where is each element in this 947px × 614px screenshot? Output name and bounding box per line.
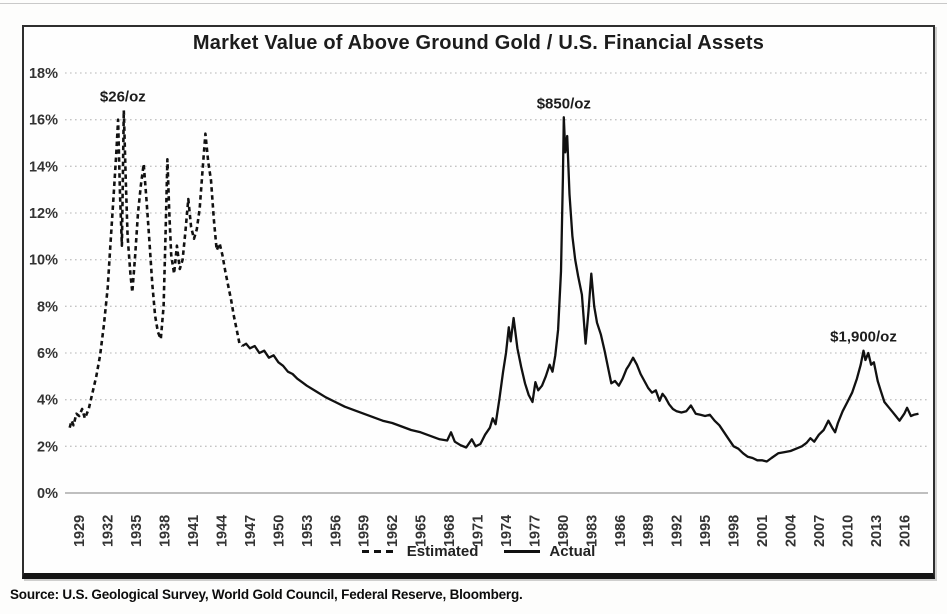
- y-tick-label: 18%: [29, 66, 58, 82]
- annotation-label: $26/oz: [100, 88, 146, 105]
- x-tick-label: 1956: [328, 515, 344, 547]
- x-tick-label: 2001: [755, 515, 771, 547]
- chart-frame: [22, 25, 935, 579]
- x-tick-label: 1941: [186, 515, 202, 547]
- legend: Estimated Actual: [22, 543, 935, 560]
- legend-item-estimated: Estimated: [361, 543, 479, 560]
- y-tick-label: 8%: [37, 299, 58, 315]
- x-tick-label: 1953: [300, 515, 316, 547]
- y-tick-label: 6%: [37, 346, 58, 362]
- x-tick-label: 1995: [698, 515, 714, 547]
- x-tick-label: 1977: [527, 515, 543, 547]
- x-tick-label: 1935: [129, 515, 145, 547]
- chart-title: Market Value of Above Ground Gold / U.S.…: [192, 32, 765, 54]
- legend-item-actual: Actual: [504, 543, 595, 560]
- x-tick-label: 2013: [869, 515, 885, 547]
- x-tick-label: 1965: [414, 515, 430, 547]
- x-tick-label: 1932: [101, 515, 117, 547]
- solid-line-sample-icon: [504, 550, 541, 553]
- x-tick-label: 1986: [613, 515, 629, 547]
- dashed-line-sample-icon: [361, 550, 398, 553]
- y-tick-label: 10%: [29, 253, 58, 269]
- x-tick-label: 1959: [357, 515, 373, 547]
- annotation-label: $850/oz: [537, 95, 591, 112]
- x-tick-label: 2004: [783, 515, 799, 547]
- top-divider: [0, 3, 947, 4]
- y-tick-label: 2%: [37, 439, 58, 455]
- x-tick-label: 2016: [897, 515, 913, 547]
- y-tick-label: 16%: [29, 113, 58, 129]
- x-tick-label: 1950: [271, 515, 287, 547]
- y-tick-label: 0%: [37, 486, 58, 502]
- annotation-label: $1,900/oz: [830, 329, 897, 346]
- x-tick-label: 1944: [214, 515, 230, 547]
- x-tick-label: 2007: [812, 515, 828, 547]
- x-tick-label: 1968: [442, 515, 458, 547]
- x-tick-label: 1992: [670, 515, 686, 547]
- series-line-actual: [241, 116, 919, 463]
- legend-label-actual: Actual: [549, 543, 596, 560]
- x-tick-label: 1971: [471, 515, 487, 547]
- y-tick-label: 12%: [29, 206, 58, 222]
- x-tick-label: 1947: [243, 515, 259, 547]
- x-tick-label: 2010: [840, 515, 856, 547]
- y-tick-label: 14%: [29, 159, 58, 175]
- series-line-estimated: [68, 109, 244, 429]
- x-tick-label: 1962: [385, 515, 401, 547]
- x-tick-label: 1974: [499, 515, 515, 547]
- x-tick-label: 1989: [641, 515, 657, 547]
- x-tick-label: 1938: [158, 515, 174, 547]
- x-tick-label: 1929: [72, 515, 88, 547]
- x-tick-label: 1983: [584, 515, 600, 547]
- x-tick-label: 1998: [727, 515, 743, 547]
- legend-label-estimated: Estimated: [406, 543, 479, 560]
- source-note: Source: U.S. Geological Survey, World Go…: [10, 587, 523, 602]
- y-tick-label: 4%: [37, 393, 58, 409]
- x-tick-label: 1980: [556, 515, 572, 547]
